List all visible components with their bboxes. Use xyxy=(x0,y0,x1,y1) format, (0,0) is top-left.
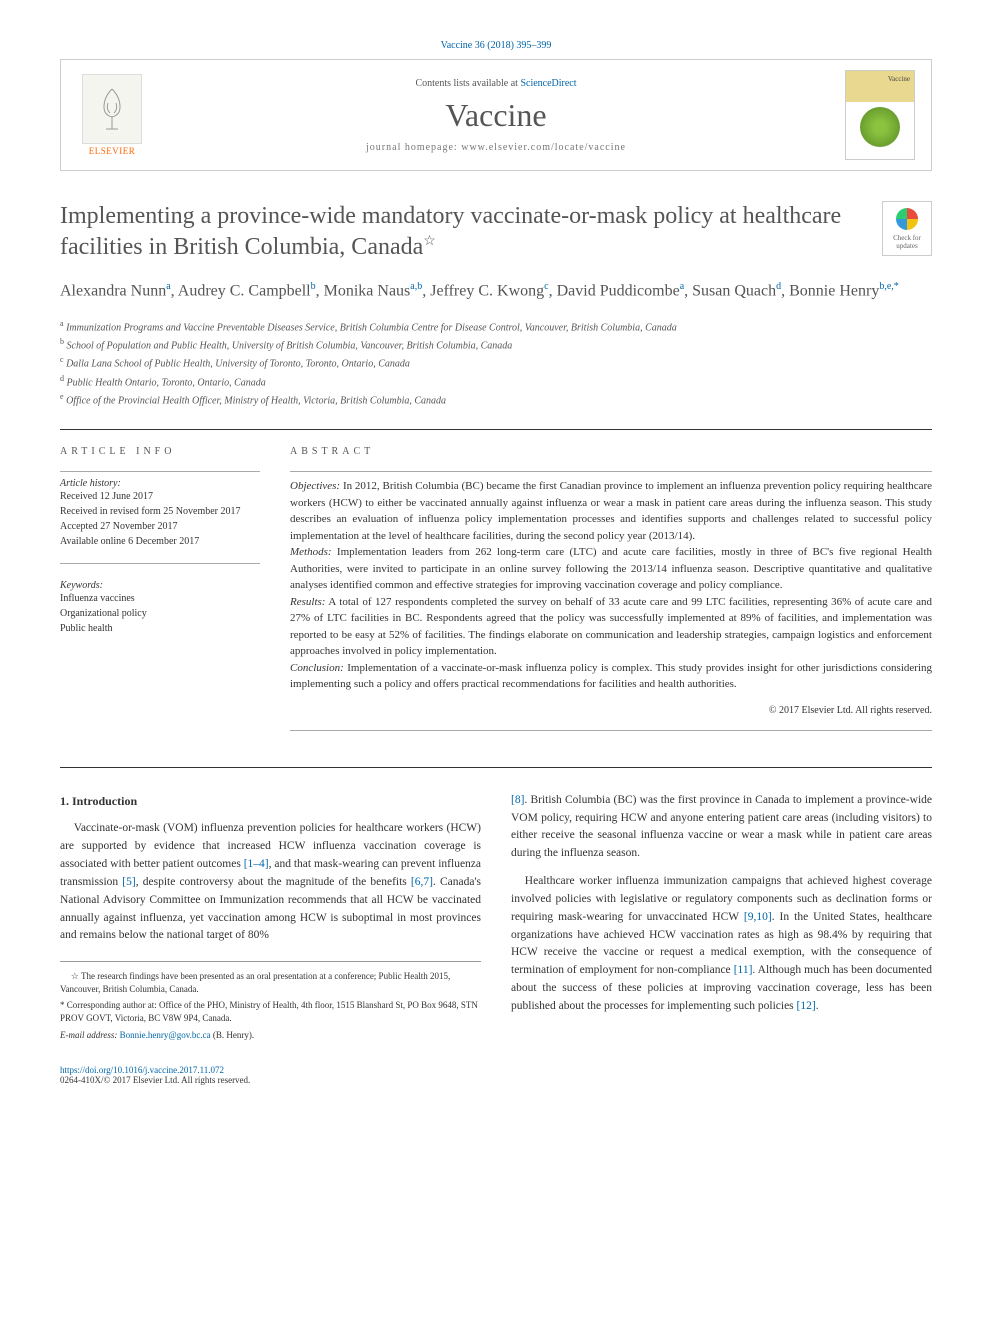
affiliation-item: a Immunization Programs and Vaccine Prev… xyxy=(60,318,932,336)
affiliation-item: d Public Health Ontario, Toronto, Ontari… xyxy=(60,373,932,391)
ref-link[interactable]: [11] xyxy=(734,964,753,976)
affiliations: a Immunization Programs and Vaccine Prev… xyxy=(60,318,932,410)
abstract-text: Objectives: In 2012, British Columbia (B… xyxy=(290,478,932,693)
email-link[interactable]: Bonnie.henry@gov.bc.ca xyxy=(120,1030,211,1040)
divider xyxy=(60,767,932,768)
issn-copyright: 0264-410X/© 2017 Elsevier Ltd. All right… xyxy=(60,1075,250,1085)
footnotes: ☆ The research findings have been presen… xyxy=(60,961,481,1041)
left-column: 1. Introduction Vaccinate-or-mask (VOM) … xyxy=(60,792,481,1045)
keyword-item: Organizational policy xyxy=(60,606,260,621)
journal-cover-thumbnail: Vaccine xyxy=(845,70,915,160)
footnote-email: E-mail address: Bonnie.henry@gov.bc.ca (… xyxy=(60,1029,481,1042)
history-item: Received in revised form 25 November 201… xyxy=(60,504,260,519)
ref-link[interactable]: [5] xyxy=(122,876,135,888)
divider xyxy=(60,429,932,430)
journal-homepage: journal homepage: www.elsevier.com/locat… xyxy=(147,142,845,153)
title-footnote-marker: ☆ xyxy=(423,234,436,249)
affiliation-item: b School of Population and Public Health… xyxy=(60,336,932,354)
sciencedirect-link[interactable]: ScienceDirect xyxy=(520,78,576,89)
affiliation-item: c Dalla Lana School of Public Health, Un… xyxy=(60,354,932,372)
journal-name: Vaccine xyxy=(147,97,845,134)
affiliation-item: e Office of the Provincial Health Office… xyxy=(60,391,932,409)
history-item: Available online 6 December 2017 xyxy=(60,534,260,549)
ref-link[interactable]: [12] xyxy=(797,1000,816,1012)
history-label: Article history: xyxy=(60,478,260,489)
article-info-heading: ARTICLE INFO xyxy=(60,446,260,457)
check-updates-badge[interactable]: Check for updates xyxy=(882,201,932,256)
right-column: [8]. British Columbia (BC) was the first… xyxy=(511,792,932,1045)
footnote-presentation: ☆ The research findings have been presen… xyxy=(60,970,481,995)
article-info-sidebar: ARTICLE INFO Article history: Received 1… xyxy=(60,446,260,737)
author-list: Alexandra Nunna, Audrey C. Campbellb, Mo… xyxy=(60,279,932,303)
body-columns: 1. Introduction Vaccinate-or-mask (VOM) … xyxy=(60,792,932,1045)
intro-paragraph-1: Vaccinate-or-mask (VOM) influenza preven… xyxy=(60,820,481,945)
keyword-item: Public health xyxy=(60,621,260,636)
elsevier-tree-icon xyxy=(82,74,142,144)
elsevier-label: ELSEVIER xyxy=(89,146,136,156)
doi-link[interactable]: https://doi.org/10.1016/j.vaccine.2017.1… xyxy=(60,1065,224,1075)
contents-available: Contents lists available at ScienceDirec… xyxy=(147,78,845,89)
section-heading-intro: 1. Introduction xyxy=(60,792,481,811)
intro-paragraph-1-cont: [8]. British Columbia (BC) was the first… xyxy=(511,792,932,863)
history-item: Received 12 June 2017 xyxy=(60,489,260,504)
intro-paragraph-2: Healthcare worker influenza immunization… xyxy=(511,873,932,1016)
article-title: Implementing a province-wide mandatory v… xyxy=(60,201,932,263)
footnote-corresponding: * Corresponding author at: Office of the… xyxy=(60,999,481,1024)
elsevier-logo[interactable]: ELSEVIER xyxy=(77,74,147,156)
ref-link[interactable]: [8] xyxy=(511,794,524,806)
masthead: ELSEVIER Contents lists available at Sci… xyxy=(60,59,932,171)
keyword-item: Influenza vaccines xyxy=(60,591,260,606)
ref-link[interactable]: [9,10] xyxy=(744,911,772,923)
abstract-column: ABSTRACT Objectives: In 2012, British Co… xyxy=(290,446,932,737)
ref-link[interactable]: [6,7] xyxy=(411,876,433,888)
abstract-heading: ABSTRACT xyxy=(290,446,932,457)
page-footer: https://doi.org/10.1016/j.vaccine.2017.1… xyxy=(60,1065,932,1085)
history-item: Accepted 27 November 2017 xyxy=(60,519,260,534)
journal-citation: Vaccine 36 (2018) 395–399 xyxy=(60,40,932,51)
abstract-copyright: © 2017 Elsevier Ltd. All rights reserved… xyxy=(290,705,932,716)
homepage-url[interactable]: www.elsevier.com/locate/vaccine xyxy=(461,142,626,153)
ref-link[interactable]: [1–4] xyxy=(244,858,269,870)
keywords-label: Keywords: xyxy=(60,580,260,591)
